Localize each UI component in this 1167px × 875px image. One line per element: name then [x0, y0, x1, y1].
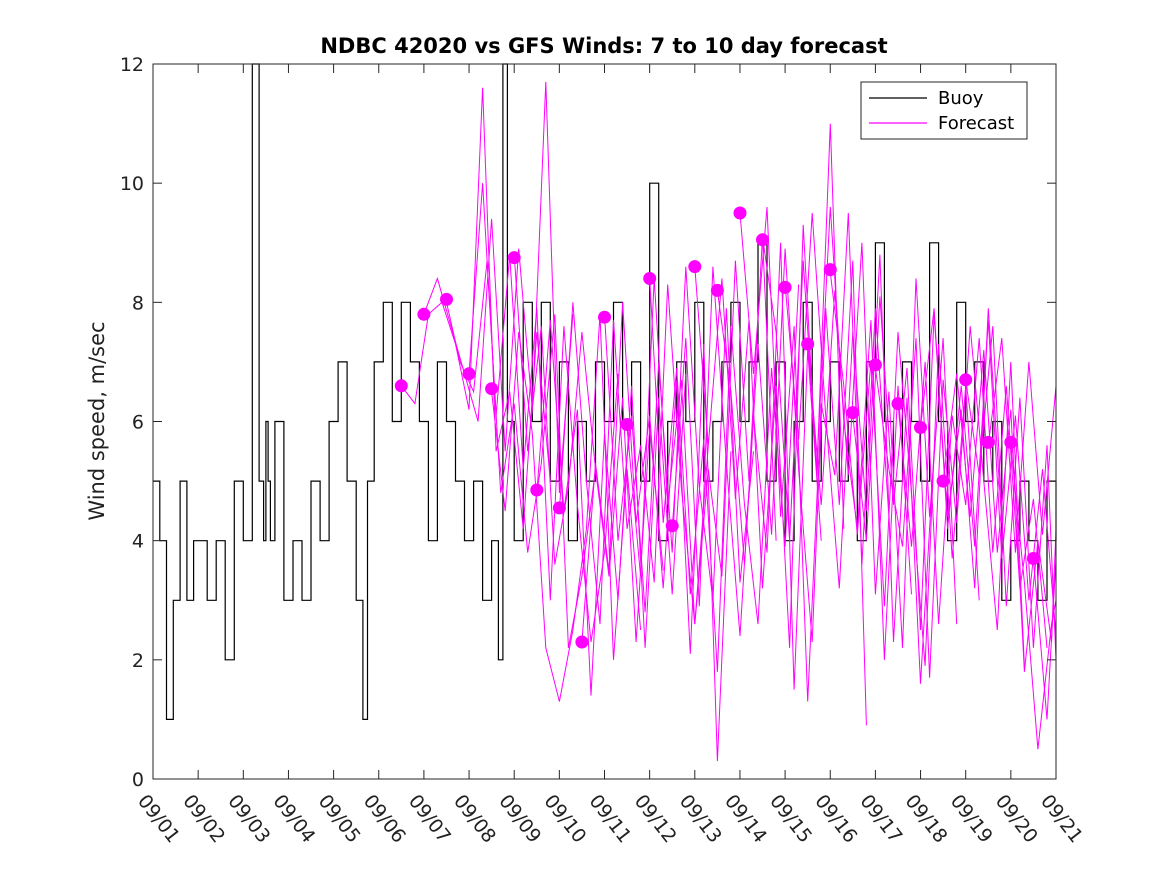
forecast-point	[485, 382, 499, 396]
forecast-run-line	[513, 254, 664, 643]
forecast-point	[440, 292, 453, 306]
y-tick-label: 10	[120, 173, 144, 195]
forecast-point	[462, 367, 476, 381]
forecast-point	[801, 337, 815, 351]
forecast-point	[846, 406, 860, 420]
y-tick-label: 4	[132, 531, 144, 553]
forecast-point	[417, 307, 431, 321]
y-axis-label: Wind speed, m/sec	[85, 321, 109, 520]
forecast-run-line	[491, 314, 642, 702]
y-axis: 0 2 4 6 8 10 12	[120, 54, 1056, 791]
forecast-run-line	[446, 260, 596, 648]
forecast-point	[823, 263, 837, 277]
legend-box	[860, 81, 1028, 140]
forecast-point	[981, 435, 995, 449]
y-tick-label: 0	[132, 769, 144, 791]
y-tick-label: 2	[132, 650, 144, 672]
forecast-point	[507, 251, 521, 265]
forecast-run-line	[468, 183, 619, 643]
forecast-run-line	[1032, 558, 1057, 720]
y-tick-label: 6	[132, 412, 144, 434]
forecast-run-line	[897, 338, 1048, 648]
y-tick-label: 8	[132, 292, 144, 314]
forecast-point	[643, 272, 657, 285]
legend-forecast-label: Forecast	[938, 113, 1014, 134]
legend: Buoy Forecast	[860, 81, 1028, 140]
forecast-point	[936, 474, 950, 488]
forecast-point	[778, 280, 792, 294]
forecast-point	[575, 635, 589, 649]
legend-buoy-label: Buoy	[938, 88, 984, 109]
forecast-run-line	[987, 338, 1057, 553]
forecast-point	[959, 373, 973, 387]
forecast-run-line	[423, 81, 574, 494]
forecast-point	[530, 483, 544, 497]
buoy-line	[153, 63, 1057, 720]
forecast-point	[710, 283, 724, 297]
forecast-point	[665, 519, 679, 533]
forecast-run-line	[942, 349, 1057, 672]
forecast-run-line	[852, 296, 1003, 631]
forecast-run-line	[965, 326, 1057, 660]
forecast-run-line	[400, 87, 551, 529]
forecast-series	[400, 81, 1057, 762]
chart-title: NDBC 42020 vs GFS Winds: 7 to 10 day for…	[320, 34, 887, 58]
forecast-point	[688, 260, 702, 274]
forecast-point	[1004, 435, 1018, 449]
forecast-point	[914, 421, 927, 434]
forecast-markers	[394, 206, 1040, 649]
forecast-point	[394, 379, 408, 393]
y-tick-label: 12	[120, 54, 144, 76]
forecast-point	[552, 501, 566, 515]
forecast-point	[868, 358, 882, 372]
forecast-run-line	[762, 206, 912, 660]
buoy-series	[153, 63, 1057, 720]
forecast-run-line	[829, 272, 980, 666]
forecast-point	[620, 418, 634, 431]
forecast-point	[598, 310, 611, 324]
forecast-point	[756, 233, 769, 247]
forecast-point	[733, 206, 747, 220]
forecast-point	[891, 397, 905, 411]
forecast-point	[1026, 552, 1040, 565]
